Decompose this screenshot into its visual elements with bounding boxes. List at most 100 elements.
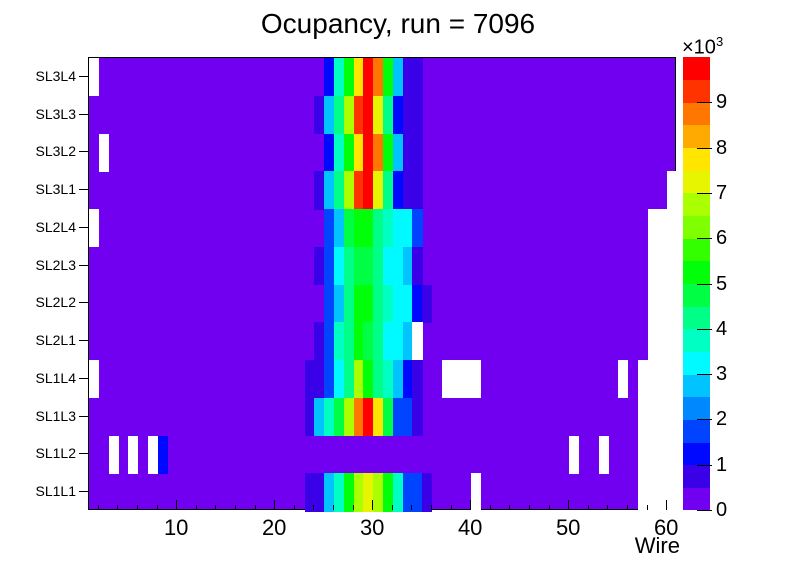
x-axis-minor-tick (548, 505, 550, 510)
heatmap-cell (343, 360, 355, 399)
heatmap-cell (324, 284, 335, 323)
heatmap-empty-cell (667, 209, 678, 248)
x-axis-major-tick (470, 500, 472, 510)
heatmap-cell (353, 209, 364, 248)
heatmap-cell (402, 246, 413, 285)
color-scale-tick-label: 5 (716, 272, 728, 295)
x-axis-minor-tick (215, 505, 217, 510)
heatmap-cell (314, 322, 325, 361)
heatmap-cell (402, 284, 413, 323)
heatmap-cell (334, 209, 345, 248)
heatmap-cell (324, 171, 335, 210)
heatmap-cell (392, 397, 404, 436)
heatmap-empty-cell (647, 322, 658, 361)
x-axis-minor-tick (156, 505, 158, 510)
x-axis-minor-tick (411, 505, 413, 510)
heatmap-cell (324, 133, 335, 172)
heatmap-empty-cell (647, 397, 658, 436)
color-scale-tick-label: 7 (716, 181, 728, 204)
color-scale-band (683, 102, 710, 126)
heatmap-empty-cell (657, 435, 668, 474)
heatmap-cell (402, 397, 413, 436)
heatmap-cell (402, 58, 413, 97)
x-axis-major-tick (568, 500, 570, 510)
heatmap-cell (334, 171, 345, 210)
y-axis-label: SL1L1 (35, 483, 76, 500)
color-scale-tick-label: 2 (716, 408, 728, 431)
heatmap-empty-cell (657, 360, 668, 399)
heatmap-empty-cell (128, 435, 139, 474)
heatmap-cell (392, 95, 404, 134)
heatmap-empty-cell (657, 209, 668, 248)
heatmap-empty-cell (637, 435, 649, 474)
heatmap-cell (353, 322, 364, 361)
y-axis-tick (79, 377, 88, 379)
x-axis-major-tick (176, 500, 178, 510)
y-axis-label: SL1L3 (35, 407, 76, 424)
heatmap-cell (324, 95, 335, 134)
heatmap-cell (392, 473, 404, 512)
x-axis-minor-tick (529, 505, 530, 510)
color-scale-band (683, 147, 710, 171)
heatmap-empty-cell (108, 435, 119, 474)
heatmap-empty-cell (667, 322, 678, 361)
heatmap-cell (363, 95, 374, 134)
heatmap-empty-cell (89, 209, 100, 248)
y-axis-label: SL2L4 (35, 218, 76, 235)
heatmap-cell (353, 95, 364, 134)
x-axis-minor-tick (195, 505, 197, 510)
color-scale-tick (697, 102, 712, 104)
heatmap-cell (343, 473, 355, 512)
y-axis-tick (79, 453, 88, 455)
color-scale-tick (697, 238, 712, 240)
heatmap-cell (412, 284, 423, 323)
heatmap-cell (314, 473, 325, 512)
x-axis-minor-tick (450, 505, 452, 510)
heatmap-cell (392, 58, 404, 97)
heatmap-cell (383, 95, 394, 134)
heatmap-empty-cell (637, 397, 649, 436)
heatmap-cell (383, 397, 394, 436)
heatmap-empty-cell (647, 435, 658, 474)
heatmap-cell (412, 58, 423, 97)
heatmap-cell (412, 133, 423, 172)
heatmap-cell (314, 360, 325, 399)
heatmap-cell (363, 58, 374, 97)
heatmap-cell (353, 171, 364, 210)
heatmap-cell (383, 473, 394, 512)
heatmap-empty-cell (667, 284, 678, 323)
heatmap-empty-cell (647, 284, 658, 323)
heatmap-cell (334, 95, 345, 134)
color-scale-tick-label: 1 (716, 453, 728, 476)
x-axis-title: Wire (634, 533, 680, 558)
heatmap-cell (402, 209, 413, 248)
heatmap-cell (343, 284, 355, 323)
heatmap-empty-cell (98, 133, 110, 172)
x-axis-minor-tick (352, 505, 354, 510)
heatmap-cell (334, 360, 345, 399)
x-axis-tick-label: 60 (653, 515, 679, 540)
color-scale-band (683, 442, 710, 466)
heatmap-cell (334, 58, 345, 97)
heatmap-cell (343, 397, 355, 436)
x-axis-minor-tick (646, 505, 648, 510)
color-scale-band (683, 283, 710, 307)
heatmap-cell (314, 95, 325, 134)
heatmap-cell (383, 209, 394, 248)
heatmap-cell (353, 133, 364, 172)
heatmap-cell (363, 133, 374, 172)
heatmap-cell (334, 246, 345, 285)
y-axis-tick (79, 113, 88, 115)
color-scale-band (683, 170, 710, 194)
heatmap-empty-cell (147, 435, 159, 474)
heatmap-empty-cell (618, 360, 629, 399)
heatmap-cell (343, 58, 355, 97)
color-scale-tick (697, 510, 712, 511)
x-axis-minor-tick (313, 505, 315, 510)
x-axis-minor-tick (489, 505, 491, 510)
x-axis-tick-label: 40 (457, 515, 483, 540)
heatmap-empty-cell (647, 360, 658, 399)
heatmap-empty-cell (637, 360, 649, 399)
y-axis-label: SL2L1 (35, 332, 76, 349)
